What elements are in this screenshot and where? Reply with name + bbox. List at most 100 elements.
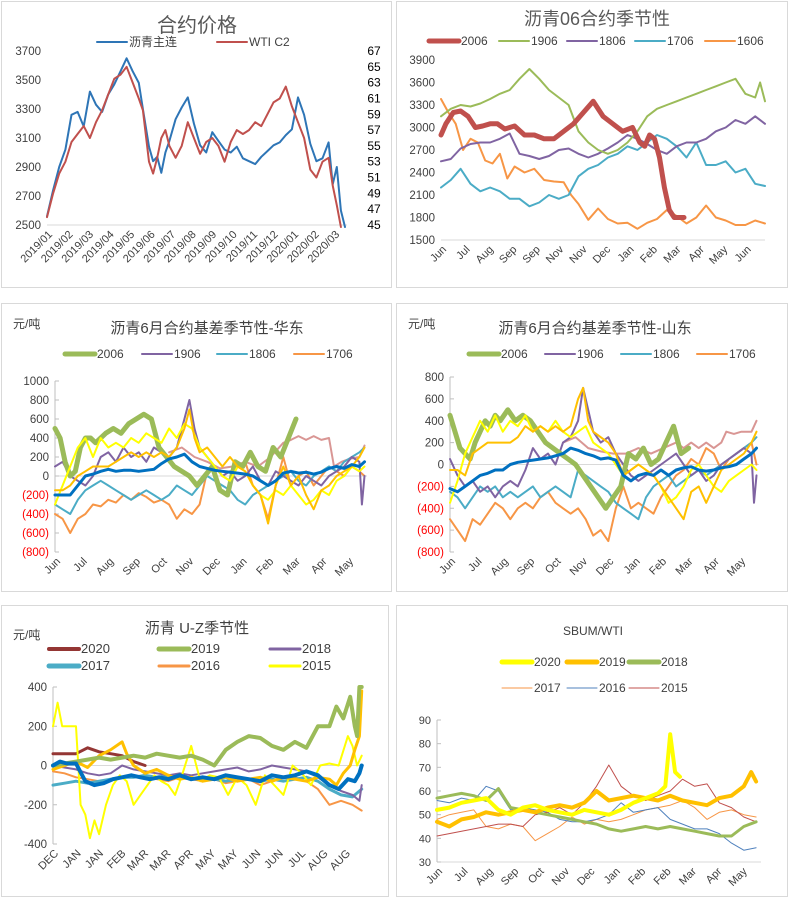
chart-panel-basis-shandong: 沥青6月合约基差季节性-山东 元/吨 2006 1906 1806 1706 800 600 4… bbox=[396, 303, 788, 592]
x-tick-label: Dec bbox=[201, 555, 224, 578]
y-tick-label: (400) bbox=[417, 503, 444, 515]
x-tick-label: Nov bbox=[568, 555, 591, 578]
series-line-2018 bbox=[435, 787, 758, 838]
chart-svg: 沥青6月合约基差季节性-山东 元/吨 2006 1906 1806 1706 800 600 4… bbox=[408, 317, 759, 579]
legend-label: 2019 bbox=[191, 641, 220, 656]
chart-title: 沥青6月合约基差季节性-华东 bbox=[110, 320, 303, 337]
legend-label: 2018 bbox=[302, 641, 331, 656]
y-tick-label: 0 bbox=[41, 761, 47, 773]
legend-label: 1806 bbox=[653, 347, 680, 361]
x-tick-label: Oct bbox=[149, 556, 170, 577]
y-tick-label: 800 bbox=[425, 372, 444, 384]
legend-label: 1906 bbox=[531, 34, 558, 48]
x-tick-label: Sep bbox=[515, 556, 537, 578]
legend-label: 2006 bbox=[461, 34, 488, 48]
legend-item: 1906 bbox=[141, 347, 201, 361]
y-tick-label: 3100 bbox=[15, 133, 41, 145]
legend-label: 2020 bbox=[534, 655, 561, 669]
x-tick-label: Aug bbox=[94, 556, 116, 578]
y2-tick-label: 51 bbox=[367, 171, 381, 185]
y-tick-label: 0 bbox=[438, 460, 444, 472]
series-line-blue bbox=[448, 446, 758, 494]
series-line-yellow bbox=[449, 414, 758, 504]
chart-legend: 2006 1906 1806 1706 bbox=[466, 347, 756, 361]
x-tick-label: MAR bbox=[148, 848, 174, 874]
legend-item: 2019 bbox=[564, 655, 626, 669]
series-line-2020 bbox=[435, 732, 682, 817]
series-line-gold bbox=[54, 408, 366, 525]
series-line-2015 bbox=[436, 764, 757, 837]
chart-panel-contract-price: 合约价格 沥青主连 WTI C2 3700 3500 3300 3100 2900 2700 25… bbox=[1, 1, 392, 288]
chart-title: 沥青06合约季节性 bbox=[524, 9, 670, 29]
y2-tick-label: 65 bbox=[367, 60, 381, 74]
series-line-1906 bbox=[440, 68, 766, 155]
legend-item: 1806 bbox=[216, 347, 276, 361]
y-tick-label: (600) bbox=[22, 528, 49, 540]
chart-title: 沥青 U-Z季节性 bbox=[145, 620, 249, 637]
series-line-gold bbox=[51, 689, 364, 787]
y-tick-label: 2900 bbox=[15, 162, 41, 174]
y-tick-label: (200) bbox=[22, 490, 49, 502]
legend-item: 2019 bbox=[156, 641, 220, 656]
y-tick-label: -400 bbox=[24, 839, 47, 851]
chart-title: 合约价格 bbox=[157, 14, 237, 37]
x-tick-label: JUN bbox=[240, 848, 264, 872]
legend-item: 1706 bbox=[293, 347, 353, 361]
series-group bbox=[51, 685, 364, 840]
series-line-2019 bbox=[51, 685, 364, 768]
chart-svg: 沥青 U-Z季节性 元/吨 2020 2019 2018 2017 2016 2015 400 2… bbox=[13, 620, 364, 874]
y-tick-label: 600 bbox=[30, 414, 49, 426]
series-group bbox=[52, 399, 366, 534]
y2-tick-label: 61 bbox=[367, 91, 381, 105]
x-tick-label: Mar bbox=[677, 865, 699, 887]
x-tick-label: APR bbox=[171, 848, 196, 873]
series-group bbox=[46, 57, 346, 228]
y-tick-label: 400 bbox=[30, 433, 49, 445]
y-tick-label: 1500 bbox=[409, 235, 435, 247]
series-line-yellow bbox=[54, 422, 366, 506]
series-line-1606 bbox=[440, 98, 766, 230]
legend-label: 1606 bbox=[737, 34, 764, 48]
x-tick-label: Mar bbox=[674, 555, 696, 577]
x-tick-label: Mar bbox=[662, 243, 684, 265]
legend-item: 2020 bbox=[47, 641, 110, 656]
y2-tick-label: 63 bbox=[367, 76, 381, 90]
x-tick-label: Sep bbox=[499, 866, 521, 888]
x-tick-label: MAR bbox=[125, 848, 151, 874]
legend-label: 2016 bbox=[191, 658, 220, 673]
legend-label: 1706 bbox=[667, 34, 694, 48]
y-tick-label: 3600 bbox=[409, 78, 435, 90]
x-tick-label: Nov bbox=[567, 243, 590, 266]
chart-legend: 2020 2019 2018 2017 2016 2015 bbox=[499, 655, 688, 695]
y-tick-label: 200 bbox=[30, 452, 49, 464]
x-tick-label: Apr bbox=[701, 555, 722, 576]
x-tick-label: Sep bbox=[521, 244, 543, 266]
y2-tick-label: 59 bbox=[367, 107, 381, 121]
legend-item: 2006 bbox=[426, 34, 488, 48]
x-tick-label: May bbox=[727, 865, 751, 889]
x-tick-label: Dec bbox=[575, 865, 598, 888]
legend-item: 2017 bbox=[501, 681, 561, 695]
x-tick-label: May bbox=[707, 243, 731, 267]
x-tick-label: Sep bbox=[497, 244, 519, 266]
x-tick-label: Jul bbox=[71, 556, 89, 574]
legend-item: 2015 bbox=[628, 681, 688, 695]
x-tick-label: Nov bbox=[544, 243, 567, 266]
y-tick-label: 0 bbox=[43, 471, 49, 483]
legend-item: 2018 bbox=[626, 655, 688, 669]
legend-item: 1806 bbox=[620, 347, 680, 361]
x-tick-label: Nov bbox=[550, 865, 573, 888]
legend-label: 2019 bbox=[599, 655, 626, 669]
y-tick-label: (600) bbox=[417, 525, 444, 537]
chart-panel-uz-seasonality: 沥青 U-Z季节性 元/吨 2020 2019 2018 2017 2016 2015 400 2… bbox=[1, 605, 389, 897]
y-tick-label: 800 bbox=[30, 395, 49, 407]
x-tick-label: JUL bbox=[286, 848, 308, 870]
series-line-WTIC2 bbox=[46, 65, 342, 228]
legend-label: 1706 bbox=[729, 347, 756, 361]
y-tick-label: 40 bbox=[419, 833, 431, 845]
x-tick-label: Feb bbox=[626, 866, 648, 888]
legend-label: 2015 bbox=[661, 681, 688, 695]
x-tick-label: Jun bbox=[733, 244, 754, 265]
legend-label: WTI C2 bbox=[249, 35, 290, 49]
